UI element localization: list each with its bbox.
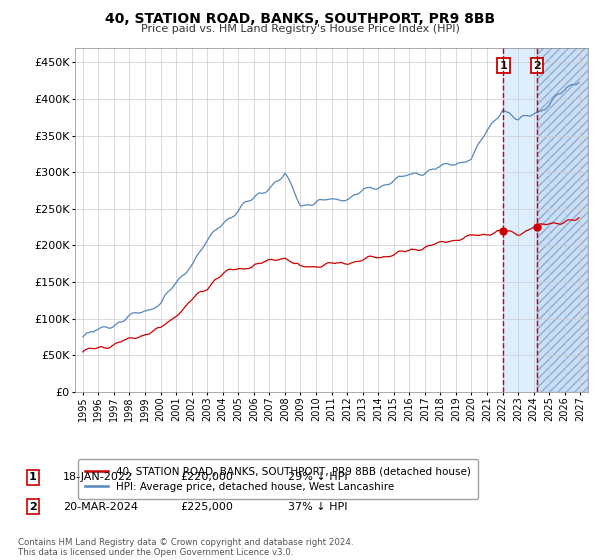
Bar [503,48,588,392]
Text: Contains HM Land Registry data © Crown copyright and database right 2024.
This d: Contains HM Land Registry data © Crown c… [18,538,353,557]
Text: 37% ↓ HPI: 37% ↓ HPI [288,502,347,512]
Bar [537,48,588,392]
Text: £220,000: £220,000 [180,472,233,482]
Bar [537,48,588,392]
Text: 40, STATION ROAD, BANKS, SOUTHPORT, PR9 8BB: 40, STATION ROAD, BANKS, SOUTHPORT, PR9 … [105,12,495,26]
Legend: 40, STATION ROAD, BANKS, SOUTHPORT, PR9 8BB (detached house), HPI: Average price: 40, STATION ROAD, BANKS, SOUTHPORT, PR9 … [77,459,478,499]
Text: 29% ↓ HPI: 29% ↓ HPI [288,472,347,482]
Text: 1: 1 [499,61,507,71]
Text: Price paid vs. HM Land Registry's House Price Index (HPI): Price paid vs. HM Land Registry's House … [140,24,460,34]
Text: 20-MAR-2024: 20-MAR-2024 [63,502,138,512]
Text: 1: 1 [29,472,37,482]
Text: £225,000: £225,000 [180,502,233,512]
Text: 2: 2 [29,502,37,512]
Text: 18-JAN-2022: 18-JAN-2022 [63,472,133,482]
Text: 2: 2 [533,61,541,71]
